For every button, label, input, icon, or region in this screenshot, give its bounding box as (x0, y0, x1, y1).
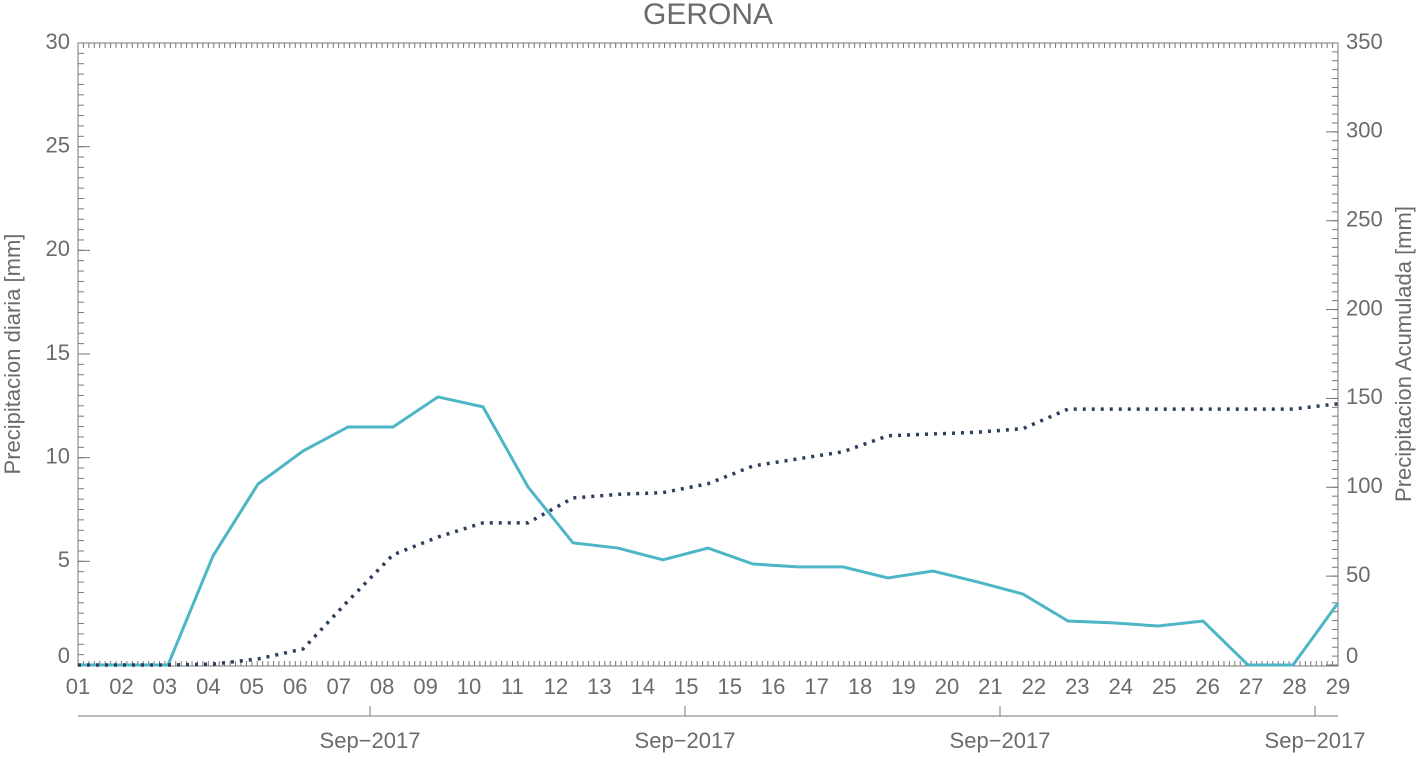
secondary-label: Sep−2017 (320, 728, 421, 753)
y-axis-label: Precipitacion diaria [mm] (0, 234, 25, 475)
y2-axis-label: Precipitacion Acumulada [mm] (1391, 206, 1416, 502)
x-tick-label: 14 (631, 674, 655, 699)
x-tick-label: 16 (761, 674, 785, 699)
x-tick-label: 29 (1326, 674, 1350, 699)
x-tick-label: 05 (240, 674, 264, 699)
y2-tick-label: 300 (1346, 118, 1383, 143)
y-tick-label: 25 (46, 132, 70, 157)
x-tick-label: 04 (196, 674, 220, 699)
x-tick-label: 18 (848, 674, 872, 699)
x-tick-label: 13 (587, 674, 611, 699)
y2-tick-label: 250 (1346, 207, 1383, 232)
x-tick-label: 15 (674, 674, 698, 699)
y-tick-label: 20 (46, 236, 70, 261)
y2-tick-label: 200 (1346, 295, 1383, 320)
y-tick-label: 5 (58, 547, 70, 572)
x-tick-label: 25 (1152, 674, 1176, 699)
y2-tick-label: 150 (1346, 384, 1383, 409)
secondary-label: Sep−2017 (1265, 728, 1366, 753)
series-line (78, 395, 1340, 667)
chart-title: GERONA (643, 0, 773, 31)
y2-tick-label: 100 (1346, 473, 1383, 498)
x-tick-label: 28 (1282, 674, 1306, 699)
x-tick-label: 23 (1065, 674, 1089, 699)
x-tick-label: 19 (891, 674, 915, 699)
y-tick-label: 30 (46, 29, 70, 54)
x-tick-label: 08 (370, 674, 394, 699)
x-tick-label: 22 (1022, 674, 1046, 699)
plot-frame (77, 42, 1339, 667)
y2-tick-label: 350 (1346, 29, 1383, 54)
x-tick-label: 09 (413, 674, 437, 699)
x-tick-label: 11 (501, 674, 524, 699)
x-tick-label: 01 (66, 674, 90, 699)
x-tick-label: 12 (544, 674, 568, 699)
y-tick-label: 10 (46, 443, 70, 468)
x-tick-label: 06 (283, 674, 307, 699)
x-tick-label: 15 (717, 674, 741, 699)
y-tick-label: 15 (46, 340, 70, 365)
x-tick-label: 10 (457, 674, 481, 699)
x-tick-label: 27 (1239, 674, 1263, 699)
x-tick-label: 26 (1195, 674, 1219, 699)
x-tick-label: 21 (978, 674, 1002, 699)
x-tick-label: 03 (153, 674, 177, 699)
secondary-label: Sep−2017 (635, 728, 736, 753)
x-tick-label: 07 (326, 674, 350, 699)
x-tick-label: 20 (935, 674, 959, 699)
x-tick-label: 17 (804, 674, 828, 699)
y2-tick-label: 50 (1346, 562, 1370, 587)
series-line (78, 402, 1339, 667)
y2-tick-label: 0 (1346, 643, 1358, 668)
y-tick-label: 0 (58, 643, 70, 668)
x-tick-label: 24 (1109, 674, 1133, 699)
x-tick-label: 02 (109, 674, 133, 699)
secondary-label: Sep−2017 (950, 728, 1051, 753)
